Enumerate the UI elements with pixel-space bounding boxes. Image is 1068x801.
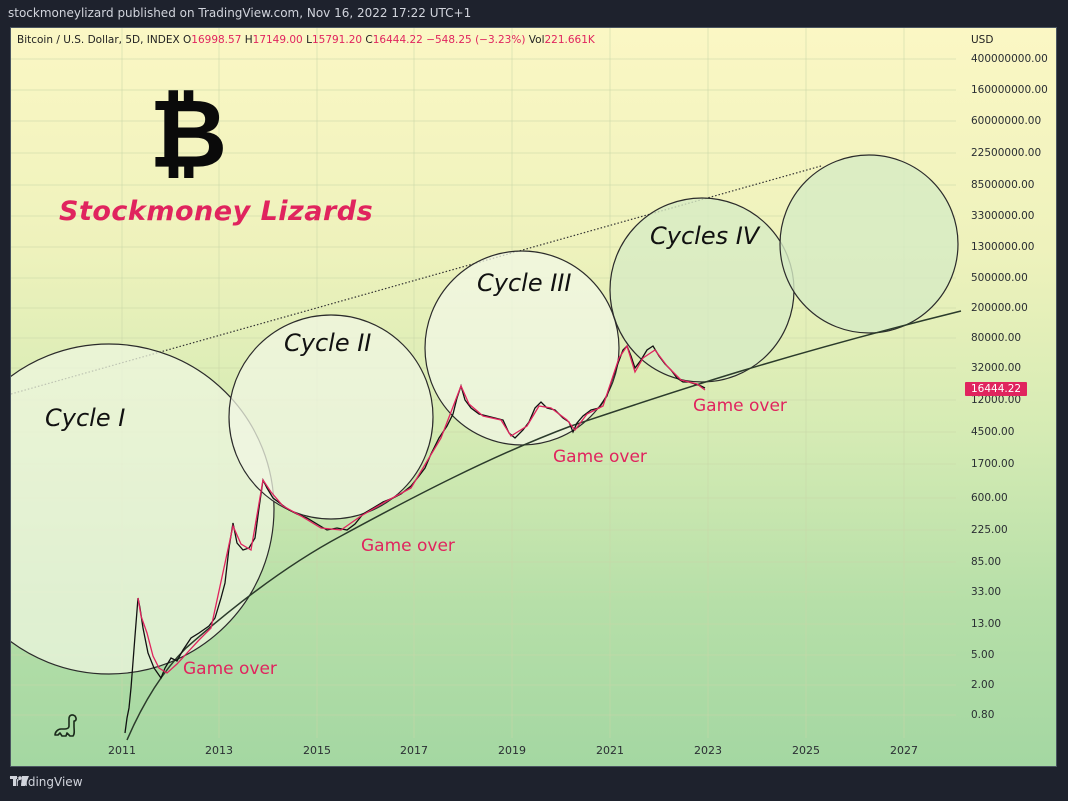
volume-value: 221.661K [544,34,595,46]
year-label: 2019 [498,744,526,757]
current-price-tag: 16444.22 [965,382,1028,396]
brand-title: Stockmoney Lizards [59,196,374,227]
year-label: 2017 [400,744,428,757]
price-label: 200000.00 [971,302,1028,314]
price-label: 85.00 [971,556,1002,568]
symbol-legend: Bitcoin / U.S. Dollar, 5D, INDEX O16998.… [17,34,595,46]
price-label: 22500000.00 [971,147,1042,159]
cycle-2-circle [228,314,434,520]
chart-pane[interactable]: Bitcoin / U.S. Dollar, 5D, INDEX O16998.… [10,27,1057,767]
price-label: 225.00 [971,524,1008,536]
tradingview-logo-icon [10,776,29,786]
cycle-5-circle [779,154,959,334]
cycle-2-label: Cycle II [284,329,372,357]
price-label: 400000000.00 [971,53,1048,65]
year-label: 2027 [890,744,918,757]
game-over-label-4: Game over [693,396,787,416]
price-label: 4500.00 [971,426,1015,438]
currency-label: USD [971,34,994,46]
year-label: 2021 [596,744,624,757]
price-label: 500000.00 [971,272,1028,284]
price-label: 600.00 [971,492,1008,504]
low-value: 15791.20 [311,34,363,46]
lizard-watermark-icon [54,714,77,737]
price-label: 12000.00 [971,394,1022,406]
price-label: 2.00 [971,679,995,691]
bitcoin-logo-icon: ₿ [149,78,228,190]
year-label: 2023 [694,744,722,757]
price-label: 1700.00 [971,458,1015,470]
price-label: 5.00 [971,649,995,661]
price-label: 0.80 [971,709,995,721]
cycle-1-label: Cycle I [45,404,126,432]
price-label: 80000.00 [971,332,1022,344]
cycle-4-label: Cycles IV [650,222,760,250]
price-label: 33.00 [971,586,1002,598]
game-over-label-3: Game over [553,447,647,467]
game-over-label-2: Game over [361,536,455,556]
chart-canvas [11,28,962,741]
year-label: 2011 [108,744,136,757]
year-label: 2013 [205,744,233,757]
game-over-label-1: Game over [183,659,277,679]
tradingview-logo-text: TradingView [10,775,83,789]
cycle-3-label: Cycle III [477,269,572,297]
price-label: 1300000.00 [971,241,1035,253]
tradingview-footer[interactable]: TradingView [10,775,83,789]
lower-support-curve [126,310,962,741]
price-label: 60000000.00 [971,115,1042,127]
high-value: 17149.00 [252,34,303,46]
change-value: −548.25 (−3.23%) [426,34,526,46]
price-label: 32000.00 [971,362,1022,374]
symbol-name: Bitcoin / U.S. Dollar, 5D, INDEX [17,34,180,46]
year-label: 2025 [792,744,820,757]
btc-price-series [124,344,706,734]
price-label: 160000000.00 [971,84,1048,96]
price-label: 8500000.00 [971,179,1035,191]
price-label: 3300000.00 [971,210,1035,222]
price-label: 13.00 [971,618,1002,630]
cycle-1-circle [11,343,275,675]
open-value: 16998.57 [191,34,242,46]
close-value: 16444.22 [372,34,423,46]
year-label: 2015 [303,744,331,757]
published-header: stockmoneylizard published on TradingVie… [8,6,472,20]
